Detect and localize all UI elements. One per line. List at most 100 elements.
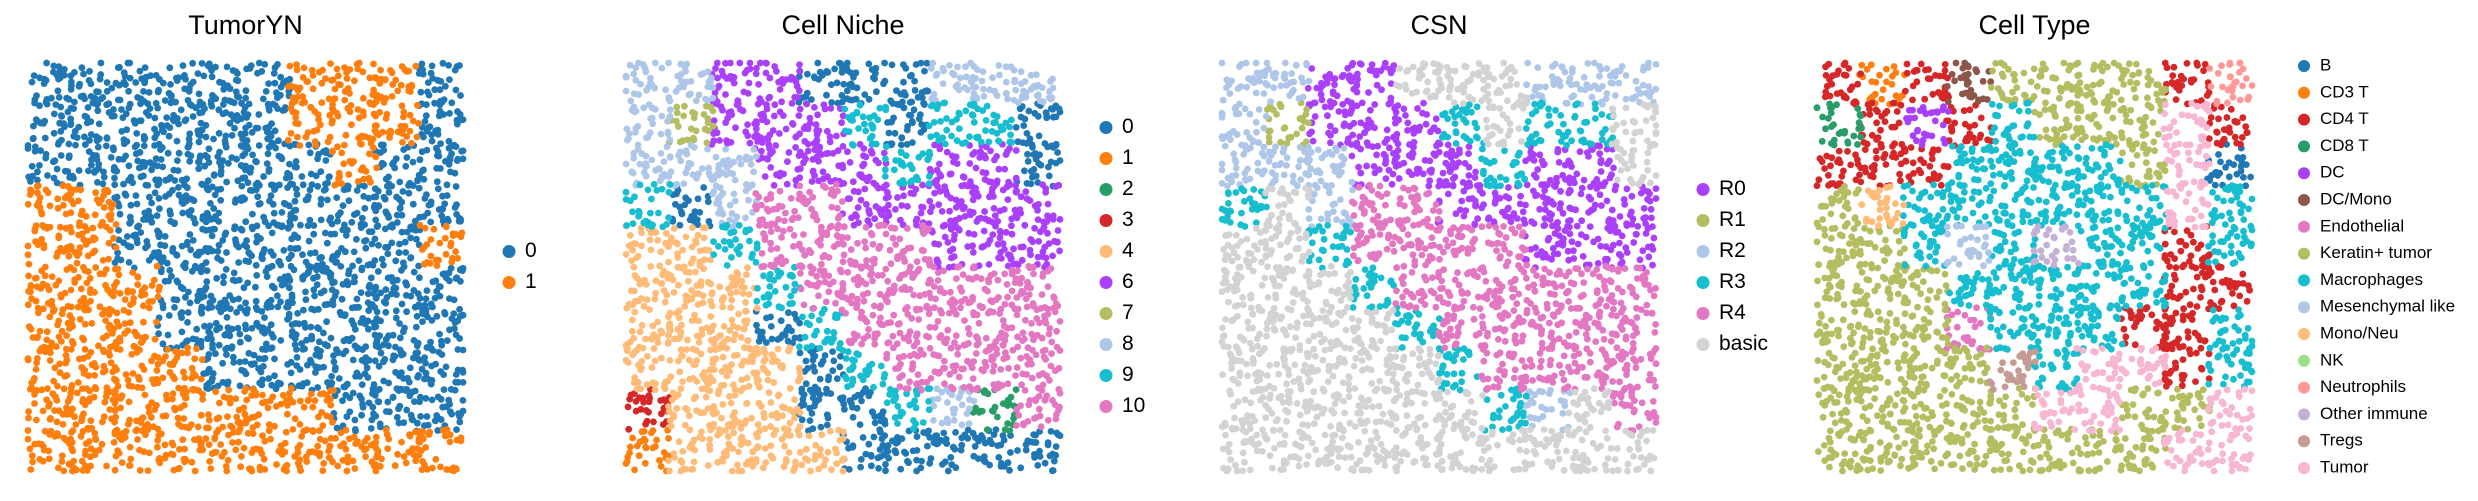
cell-dot bbox=[707, 280, 715, 288]
cell-dot bbox=[161, 233, 169, 240]
cell-dot bbox=[785, 149, 793, 156]
cell-dot bbox=[29, 172, 36, 180]
cell-dot bbox=[970, 231, 978, 238]
cell-dot bbox=[1017, 464, 1025, 472]
cell-dot bbox=[269, 333, 277, 341]
cell-dot bbox=[333, 346, 340, 353]
cell-dot bbox=[826, 427, 834, 435]
cell-dot bbox=[746, 59, 754, 67]
cell-dot bbox=[107, 154, 115, 161]
cell-dot bbox=[1008, 222, 1015, 230]
cell-dot bbox=[457, 233, 465, 241]
cell-dot bbox=[69, 323, 76, 330]
cell-dot bbox=[219, 110, 227, 118]
cell-dot bbox=[423, 241, 431, 248]
cell-dot bbox=[36, 162, 43, 169]
cell-dot bbox=[151, 134, 159, 142]
cell-dot bbox=[674, 263, 682, 271]
cell-dot bbox=[105, 100, 113, 107]
cell-dot bbox=[81, 133, 88, 141]
cell-dot bbox=[966, 160, 974, 167]
cell-dot bbox=[405, 189, 413, 197]
cell-dot bbox=[263, 160, 271, 168]
cell-dot bbox=[680, 112, 688, 120]
cell-dot bbox=[1047, 158, 1055, 166]
cell-dot bbox=[676, 138, 684, 146]
cell-cluster bbox=[285, 181, 336, 230]
cell-dot bbox=[28, 162, 36, 170]
cell-dot bbox=[418, 148, 426, 156]
cell-dot bbox=[73, 389, 81, 397]
cell-dot bbox=[746, 139, 754, 147]
cell-dot bbox=[955, 225, 962, 233]
cell-dot bbox=[736, 59, 744, 67]
cell-dot bbox=[398, 300, 406, 308]
cell-dot bbox=[42, 150, 50, 158]
cell-dot bbox=[120, 180, 127, 188]
cell-dot bbox=[84, 353, 92, 360]
cell-dot bbox=[261, 314, 268, 321]
cell-dot bbox=[205, 328, 213, 335]
cell-dot bbox=[102, 142, 110, 150]
cell-dot bbox=[699, 435, 706, 443]
cell-dot bbox=[985, 261, 993, 268]
cell-dot bbox=[879, 408, 887, 416]
cell-dot bbox=[735, 310, 742, 318]
cell-dot bbox=[30, 134, 37, 142]
cell-dot bbox=[952, 83, 960, 90]
cell-dot bbox=[420, 213, 428, 221]
cell-dot bbox=[380, 193, 388, 201]
cell-dot bbox=[995, 254, 1002, 262]
cell-dot bbox=[691, 311, 698, 319]
cell-dot bbox=[344, 104, 352, 112]
cell-dot bbox=[947, 194, 955, 202]
cell-dot bbox=[118, 392, 126, 399]
cell-dot bbox=[410, 268, 418, 276]
cell-dot bbox=[25, 272, 32, 280]
cell-dot bbox=[407, 234, 414, 242]
cell-dot bbox=[385, 189, 393, 196]
cell-dot bbox=[375, 242, 382, 249]
cell-dot bbox=[829, 348, 836, 355]
cell-dot bbox=[652, 229, 660, 236]
cell-dot bbox=[271, 355, 278, 363]
cell-dot bbox=[370, 60, 377, 68]
cell-dot bbox=[163, 114, 171, 121]
cell-dot bbox=[102, 281, 109, 289]
cell-dot bbox=[760, 345, 768, 353]
cell-cluster bbox=[669, 183, 714, 230]
cell-dot bbox=[70, 266, 78, 274]
cell-dot bbox=[271, 127, 279, 135]
cell-dot bbox=[302, 323, 309, 331]
cell-dot bbox=[165, 312, 173, 319]
cell-dot bbox=[1022, 188, 1030, 196]
cell-dot bbox=[231, 277, 239, 285]
cell-dot bbox=[657, 327, 665, 335]
cell-dot bbox=[856, 421, 864, 428]
cell-dot bbox=[372, 216, 380, 224]
cell-dot bbox=[329, 301, 337, 309]
cell-dot bbox=[92, 385, 100, 393]
cell-dot bbox=[959, 173, 967, 181]
cell-dot bbox=[166, 360, 174, 368]
cell-dot bbox=[372, 193, 380, 201]
cell-dot bbox=[669, 276, 677, 284]
cell-dot bbox=[782, 456, 790, 463]
cell-cluster bbox=[969, 62, 1019, 104]
cell-dot bbox=[126, 462, 134, 469]
cell-dot bbox=[134, 273, 142, 280]
cell-dot bbox=[833, 460, 841, 468]
cell-dot bbox=[933, 70, 941, 78]
cell-dot bbox=[631, 272, 639, 279]
cell-dot bbox=[831, 65, 838, 73]
cell-dot bbox=[85, 438, 93, 445]
cell-dot bbox=[125, 398, 133, 406]
cell-dot bbox=[265, 222, 272, 230]
cell-dot bbox=[285, 202, 293, 210]
cell-dot bbox=[310, 222, 318, 229]
cell-dot bbox=[154, 104, 162, 112]
cell-dot bbox=[985, 178, 993, 186]
cell-dot bbox=[365, 307, 373, 314]
cell-dot bbox=[256, 181, 263, 189]
cell-dot bbox=[888, 118, 895, 126]
